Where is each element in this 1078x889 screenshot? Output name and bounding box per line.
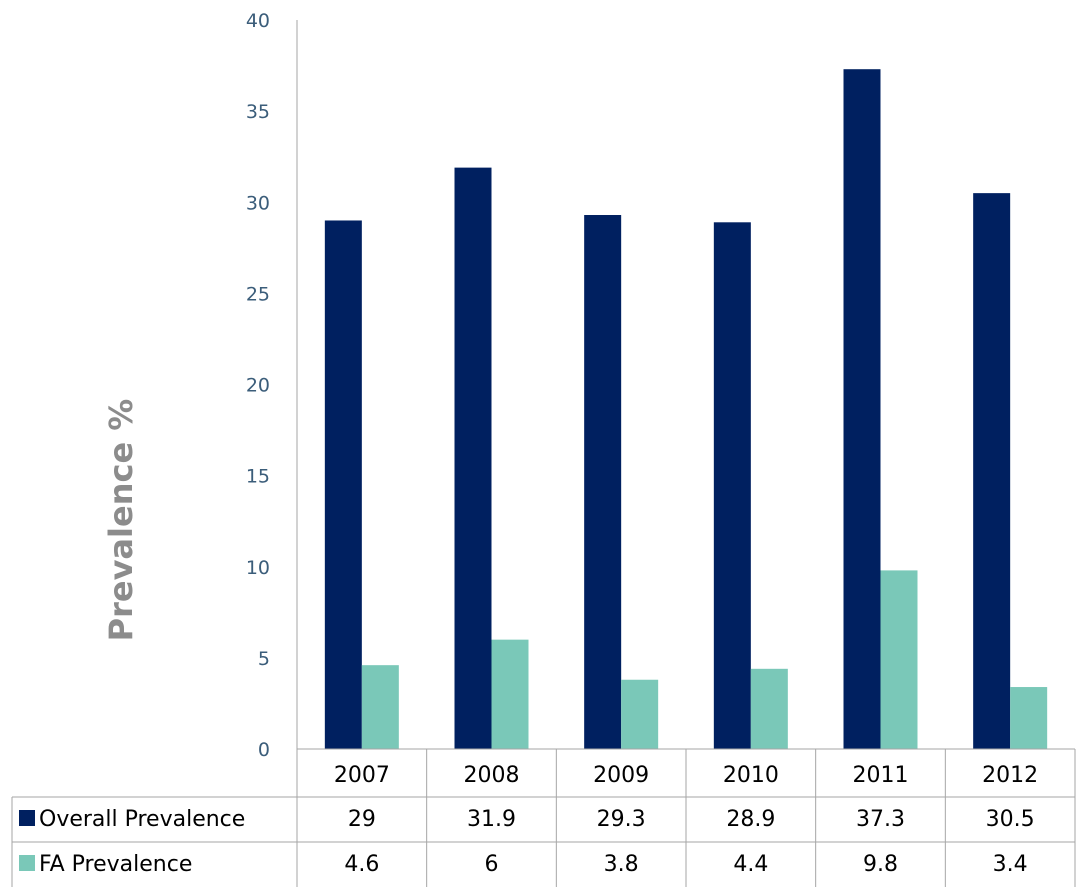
x-tick-label: 2007 — [334, 763, 390, 788]
data-table: 2007 2008 2009 2010 2011 2012 Overall Prevalen… — [11, 748, 1076, 887]
bar-overall-prevalence-2009 — [584, 215, 622, 749]
x-tick-label: 2010 — [723, 763, 779, 788]
legend-swatch — [19, 810, 35, 826]
axis-layer: 0 5 10 15 20 25 30 35 40 — [246, 10, 298, 761]
y-tick-label: 20 — [246, 375, 270, 397]
data-table-cell: 3.8 — [604, 852, 639, 877]
legend-swatch — [19, 855, 35, 871]
data-table-cell: 4.4 — [733, 852, 768, 877]
bar-overall-prevalence-2012 — [973, 193, 1011, 749]
bar-fa-prevalence-2011 — [880, 570, 918, 749]
bar-fa-prevalence-2008 — [491, 639, 529, 749]
data-table-cell: 3.4 — [993, 852, 1028, 877]
legend-label: FA Prevalence — [39, 852, 192, 877]
legend-label: Overall Prevalence — [39, 807, 245, 832]
bar-overall-prevalence-2007 — [324, 220, 362, 750]
data-table-cell: 31.9 — [467, 807, 516, 832]
data-table-cell: 37.3 — [856, 807, 905, 832]
bar-fa-prevalence-2012 — [1010, 687, 1048, 749]
bar-fa-prevalence-2007 — [361, 665, 399, 749]
data-table-cell: 9.8 — [863, 852, 898, 877]
y-tick-label: 5 — [258, 648, 270, 670]
x-tick-label: 2009 — [593, 763, 649, 788]
bars — [324, 69, 1048, 750]
data-table-cell: 29.3 — [597, 807, 646, 832]
y-axis-label: Prevalence % — [102, 399, 140, 642]
y-tick-label: 25 — [246, 283, 270, 305]
bar-fa-prevalence-2009 — [621, 679, 659, 749]
data-table-cell: 30.5 — [986, 807, 1035, 832]
x-tick-label: 2011 — [853, 763, 909, 788]
y-tick-label: 40 — [246, 10, 270, 32]
x-tick-label: 2012 — [982, 763, 1038, 788]
data-table-cell: 29 — [348, 807, 376, 832]
y-tick-label: 30 — [246, 192, 270, 214]
bar-fa-prevalence-2010 — [750, 668, 788, 749]
y-tick-label: 10 — [246, 557, 270, 579]
y-tick-label: 15 — [246, 466, 270, 488]
bar-overall-prevalence-2008 — [454, 167, 492, 749]
y-tick-label: 35 — [246, 101, 270, 123]
x-tick-label: 2008 — [464, 763, 520, 788]
data-table-cell: 28.9 — [726, 807, 775, 832]
y-tick-label: 0 — [258, 739, 270, 761]
data-table-cell: 4.6 — [344, 852, 379, 877]
bar-overall-prevalence-2010 — [713, 222, 751, 750]
bar-overall-prevalence-2011 — [843, 69, 881, 749]
data-table-cell: 6 — [485, 852, 499, 877]
